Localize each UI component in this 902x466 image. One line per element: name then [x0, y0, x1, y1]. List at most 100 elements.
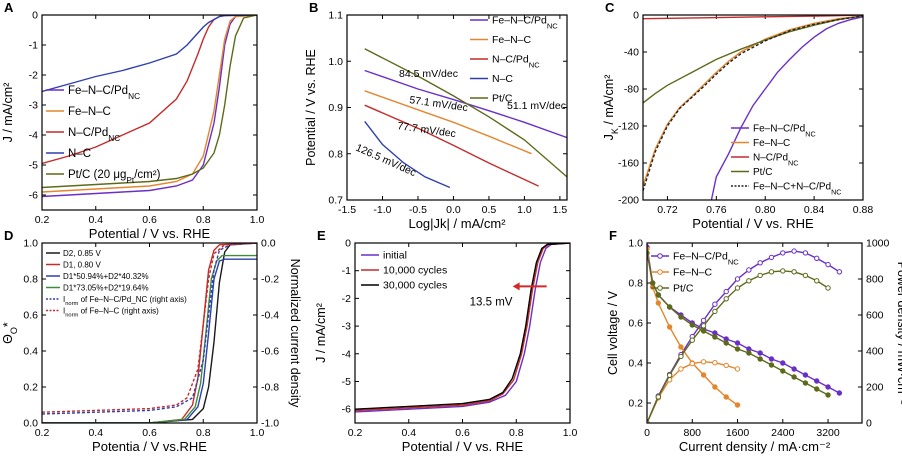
data-point — [814, 386, 820, 392]
legend-label: Inorm of Fe–N–C (right axis) — [63, 306, 159, 318]
panel-label: C — [605, 0, 615, 15]
data-point — [757, 260, 763, 266]
data-point — [678, 314, 684, 320]
data-point — [649, 280, 656, 286]
data-point — [757, 272, 763, 279]
data-point — [746, 267, 752, 273]
series-line — [364, 69, 567, 139]
data-point — [666, 372, 673, 378]
data-point — [836, 390, 843, 396]
x-tick-label: 0.80 — [755, 204, 776, 216]
legend-label: D1*50.94%+D2*40.32% — [63, 272, 149, 281]
series-group — [643, 15, 863, 200]
y-tick-label: 1.0 — [328, 56, 343, 68]
x-tick-label: -0.5 — [409, 204, 427, 216]
y-tick-label: -6 — [342, 404, 351, 416]
data-point — [700, 372, 707, 378]
data-point — [802, 250, 809, 256]
legend-label: Fe–N–C+N–C/PdNC — [753, 182, 841, 197]
series-group — [355, 243, 570, 413]
data-point — [791, 366, 797, 372]
data-point — [768, 269, 775, 275]
series-line — [355, 243, 570, 410]
series-line — [364, 104, 539, 187]
legend-marker — [657, 253, 663, 259]
data-point — [746, 350, 752, 356]
shift-annotation: 13.5 mV — [470, 296, 513, 308]
legend-label: Fe–N–C/PdNC — [673, 251, 739, 267]
x-axis-label: Log|Jk| / mA/cm² — [408, 216, 506, 231]
data-point — [757, 350, 763, 356]
y-axis-label: Potential / V vs. RHE — [304, 49, 318, 166]
x-tick-label: 0.8 — [196, 427, 211, 439]
legend-label: Fe–N–C — [753, 138, 790, 149]
data-point — [678, 344, 684, 350]
data-point — [723, 362, 729, 369]
data-point — [689, 360, 695, 367]
y-tick-label: -200 — [618, 195, 639, 207]
y-tick-label: 0.7 — [328, 195, 343, 207]
data-point — [712, 334, 718, 340]
data-point — [825, 392, 831, 398]
data-point — [734, 402, 741, 408]
plot-frame — [354, 242, 571, 424]
y2-tick-label: 800 — [866, 274, 884, 286]
x-tick-label: 0.2 — [35, 427, 50, 439]
data-point — [712, 308, 718, 315]
series-line — [643, 15, 863, 104]
data-point — [666, 324, 673, 330]
plot-frame — [41, 14, 258, 211]
y-tick-label: 0.9 — [328, 102, 343, 114]
legend-label: Fe–N–C/PdNC — [492, 15, 558, 31]
legend-marker — [657, 269, 663, 275]
legend: initial 10,000 cycles 30,000 cycles — [361, 250, 447, 292]
series-line — [364, 120, 451, 189]
series-line — [42, 254, 257, 423]
y-tick-label: -4 — [342, 348, 351, 360]
plot-frame — [646, 242, 863, 424]
panel-F: F 0 800 1600 2400 3200 0.2 0.4 0.6 0.8 1.0 0 200 400 6… — [606, 228, 902, 454]
y-tick-label: 0.4 — [23, 346, 38, 358]
series-line — [364, 48, 567, 178]
panel-A: A 0.2 0.4 0.6 0.8 1.0 -6 -5 -4 -3 -2 -1 0 Potential /… — [1, 0, 264, 241]
x-tick-label: 1.0 — [517, 204, 532, 216]
series-line — [42, 15, 257, 193]
data-point — [825, 261, 831, 268]
data-point — [780, 268, 786, 274]
data-point — [746, 278, 752, 284]
y-tick-label: 1.1 — [328, 10, 343, 22]
x-tick-label: 0.2 — [348, 427, 363, 439]
x-tick-label: 1.5 — [553, 204, 568, 216]
data-point — [768, 356, 775, 362]
legend-label: Pt/C — [492, 93, 513, 105]
y-tick-label: -3 — [29, 100, 38, 112]
data-point — [814, 255, 820, 261]
legend-label: Fe–N–C — [68, 106, 111, 118]
y-tick-label: 0 — [633, 10, 639, 22]
y2-tick-label: -1.0 — [261, 418, 279, 430]
data-point — [814, 378, 820, 384]
data-point — [700, 317, 707, 324]
y2-tick-label: -0.8 — [261, 382, 279, 394]
legend-label: Pt/C — [673, 283, 694, 295]
legend-label: D1*73.05%+D2*19.64% — [63, 283, 149, 292]
data-point — [655, 300, 662, 306]
data-point — [780, 360, 786, 366]
data-point — [655, 394, 662, 400]
series-line — [42, 243, 257, 415]
data-point — [780, 250, 786, 256]
series-group — [42, 15, 257, 198]
y-tick-label: -3 — [342, 321, 351, 333]
data-point — [802, 380, 809, 386]
y2-tick-label: 600 — [866, 310, 884, 322]
legend-label: Fe–N–C — [673, 267, 713, 279]
y-tick-label: -1 — [29, 40, 38, 52]
x-axis-label: Potentia / V vs.RHE — [92, 439, 207, 454]
panel-label: D — [4, 228, 13, 243]
data-point — [780, 368, 786, 374]
y-tick-label: 0.0 — [23, 418, 38, 430]
y-axis-label: Cell voltage / V — [606, 290, 620, 375]
data-point — [678, 366, 684, 372]
y2-axis-label: Normalized current density — [288, 259, 302, 408]
y-tick-label: 0.4 — [628, 358, 643, 370]
